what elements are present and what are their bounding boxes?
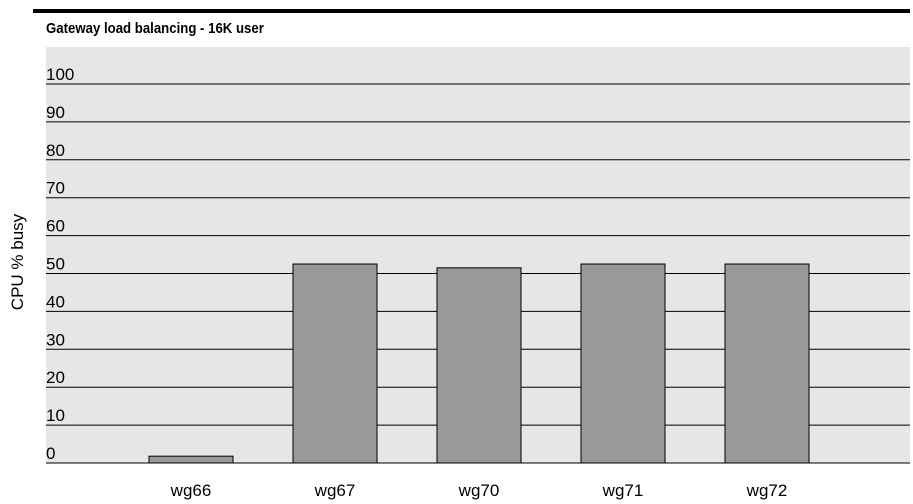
y-tick-label-50: 50: [46, 255, 65, 274]
x-category-label-wg72: wg72: [746, 481, 788, 500]
y-tick-label-70: 70: [46, 179, 65, 198]
y-tick-label-10: 10: [46, 406, 65, 425]
y-tick-label-60: 60: [46, 217, 65, 236]
x-category-label-wg66: wg66: [170, 481, 212, 500]
y-tick-label-40: 40: [46, 292, 65, 311]
x-category-label-wg70: wg70: [458, 481, 500, 500]
y-tick-label-0: 0: [46, 444, 55, 463]
title-rule: [33, 9, 910, 13]
y-tick-label-80: 80: [46, 141, 65, 160]
bar-wg71: [580, 263, 666, 464]
bar-wg72: [724, 263, 810, 464]
y-tick-label-30: 30: [46, 330, 65, 349]
bar-wg67: [292, 263, 378, 464]
chart-title: Gateway load balancing - 16K user: [46, 20, 264, 37]
y-tick-label-90: 90: [46, 103, 65, 122]
bar-wg66: [148, 455, 234, 464]
x-category-label-wg67: wg67: [314, 481, 356, 500]
bar-wg70: [436, 267, 522, 464]
y-tick-label-100: 100: [46, 65, 74, 84]
x-category-label-wg71: wg71: [602, 481, 644, 500]
y-tick-label-20: 20: [46, 368, 65, 387]
